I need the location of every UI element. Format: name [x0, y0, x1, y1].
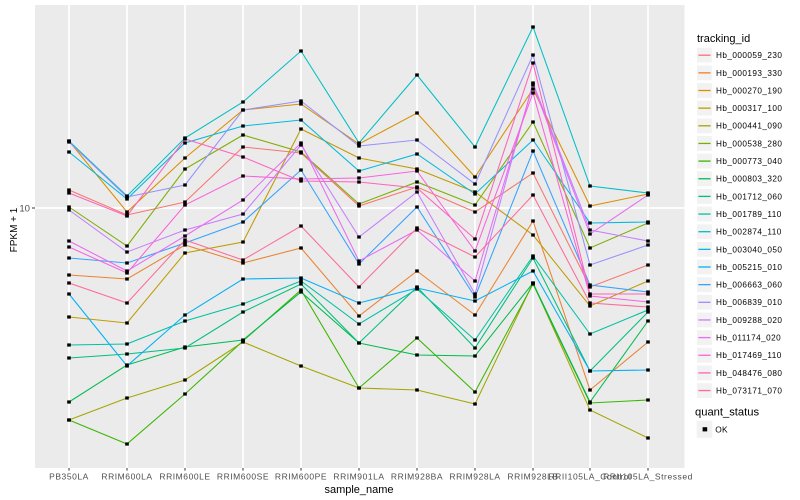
svg-text:Hb_048476_080: Hb_048476_080 [716, 369, 782, 378]
svg-text:RRIM600SE: RRIM600SE [217, 472, 269, 482]
svg-text:RRIM600LA: RRIM600LA [101, 472, 152, 482]
svg-text:Hb_001789_110: Hb_001789_110 [716, 210, 782, 219]
svg-text:Hb_000270_190: Hb_000270_190 [716, 86, 782, 95]
svg-text:RRII105LA_Stressed: RRII105LA_Stressed [603, 472, 693, 482]
svg-text:Hb_011174_020: Hb_011174_020 [716, 334, 781, 343]
svg-text:Hb_017469_110: Hb_017469_110 [716, 351, 782, 360]
svg-text:Hb_009288_020: Hb_009288_020 [716, 316, 782, 325]
svg-text:RRII105LA_Control: RRII105LA_Control [548, 472, 631, 482]
svg-text:Hb_003040_050: Hb_003040_050 [716, 245, 782, 254]
svg-text:Hb_000803_320: Hb_000803_320 [716, 175, 782, 184]
svg-text:RRIM600LE: RRIM600LE [159, 472, 210, 482]
svg-text:Hb_000317_100: Hb_000317_100 [716, 104, 782, 113]
svg-text:Hb_005215_010: Hb_005215_010 [716, 263, 782, 272]
svg-text:Hb_073171_070: Hb_073171_070 [716, 386, 782, 395]
svg-text:Hb_006839_010: Hb_006839_010 [716, 298, 782, 307]
svg-text:Hb_000538_280: Hb_000538_280 [716, 139, 782, 148]
svg-text:Hb_001712_060: Hb_001712_060 [716, 192, 782, 201]
svg-text:quant_status: quant_status [695, 407, 759, 419]
svg-text:Hb_000441_090: Hb_000441_090 [716, 122, 782, 131]
svg-text:sample_name: sample_name [324, 484, 393, 496]
svg-text:RRIM928BA: RRIM928BA [391, 472, 443, 482]
svg-text:Hb_006663_060: Hb_006663_060 [716, 281, 782, 290]
svg-text:RRIM600PE: RRIM600PE [275, 472, 327, 482]
svg-text:PB350LA: PB350LA [49, 472, 89, 482]
svg-text:FPKM + 1: FPKM + 1 [9, 207, 20, 252]
svg-text:OK: OK [715, 424, 728, 434]
svg-text:RRIM928LA: RRIM928LA [449, 472, 500, 482]
svg-text:10: 10 [19, 204, 30, 215]
svg-text:RRIM928LB: RRIM928LB [507, 472, 558, 482]
svg-text:Hb_000773_040: Hb_000773_040 [716, 157, 782, 166]
svg-text:RRIM901LA: RRIM901LA [333, 472, 384, 482]
svg-text:Hb_002874_110: Hb_002874_110 [716, 228, 782, 237]
svg-text:Hb_000193_330: Hb_000193_330 [716, 69, 782, 78]
svg-text:tracking_id: tracking_id [697, 33, 750, 45]
svg-text:Hb_000059_230: Hb_000059_230 [716, 51, 782, 60]
